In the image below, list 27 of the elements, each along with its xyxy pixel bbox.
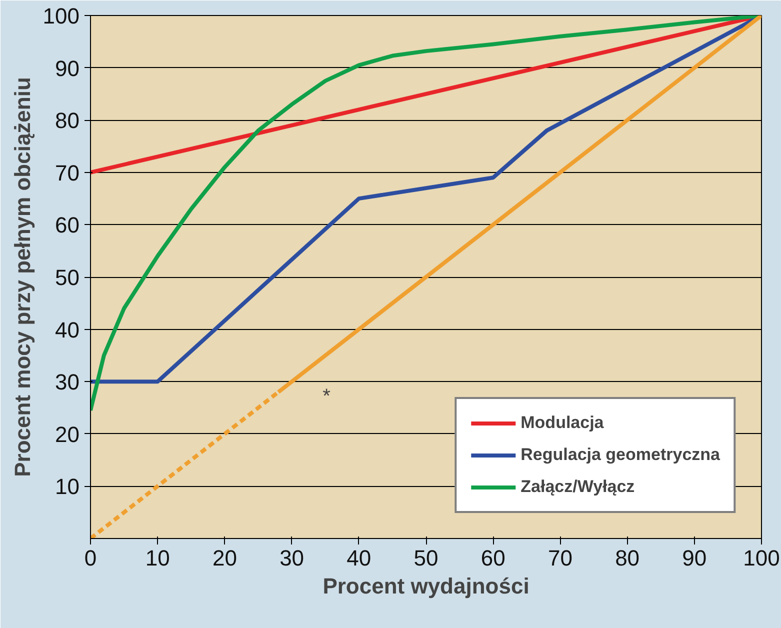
x-tick-label: 40 [346,546,372,570]
x-tick-label: 70 [548,546,572,570]
y-tick-label: 60 [55,212,80,238]
legend-label: Modulacja [520,413,604,433]
y-tick-label: 100 [42,4,80,28]
y-tick-label: 70 [55,160,80,186]
x-tick-label: 10 [145,546,170,570]
x-tick-label: 20 [212,546,237,570]
x-tick-label: 80 [615,546,640,570]
y-tick-label: 80 [55,108,80,134]
y-tick-label: 90 [55,56,80,81]
y-tick-label: 20 [55,422,80,447]
y-tick-label: 30 [55,370,80,395]
y-tick-label: 40 [55,317,80,342]
x-tick-label: 0 [84,546,97,570]
y-tick-label: 50 [55,265,80,290]
legend-label: Załącz/Wyłącz [520,477,635,497]
x-tick-label: 30 [280,546,304,570]
x-tick-label: 90 [682,546,707,570]
x-tick-label: 100 [743,546,780,570]
y-tick-label: 10 [55,474,80,500]
x-tick-label: 60 [480,546,506,570]
x-axis-title: Procent wydajności [322,574,530,598]
x-tick-label: 50 [414,546,438,570]
annotation: * [322,386,331,408]
legend-label: Regulacja geometryczna [520,445,720,465]
y-axis-title: Procent mocy przy pełnym obciążeniu [10,77,35,477]
